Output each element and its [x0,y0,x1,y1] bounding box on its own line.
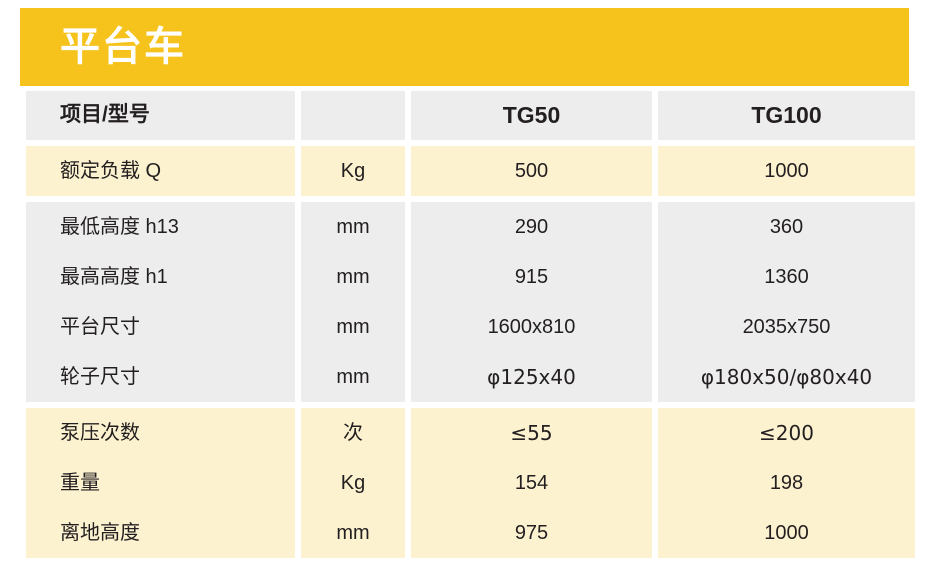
cell-tg100: ≤200 [658,408,915,458]
table-header-row: 项目/型号 TG50 TG100 [26,91,915,140]
spacer-cell [411,140,652,146]
cell-item: 最高高度 h1 [26,252,295,302]
cell-tg50: 1600x810 [411,302,652,352]
cell-tg100: 1000 [658,508,915,558]
cell-item: 平台尺寸 [26,302,295,352]
spacer-cell [658,196,915,202]
cell-unit: Kg [301,458,405,508]
cell-unit: mm [301,202,405,252]
spacer-cell [26,402,295,408]
cell-item: 泵压次数 [26,408,295,458]
spacer-cell [411,402,652,408]
cell-item: 重量 [26,458,295,508]
cell-item: 最低高度 h13 [26,202,295,252]
row-spacer [26,196,915,202]
spacer-cell [658,140,915,146]
table-row: 重量 Kg 154 198 [26,458,915,508]
spacer-cell [658,402,915,408]
spacer-cell [26,196,295,202]
cell-tg50: ≤55 [411,408,652,458]
specifications-table: 项目/型号 TG50 TG100 额定负载 Q Kg 500 1000 [20,91,921,558]
header-cell-unit [301,91,405,140]
row-spacer [26,140,915,146]
cell-unit: mm [301,352,405,402]
table-row: 泵压次数 次 ≤55 ≤200 [26,408,915,458]
table-body: 项目/型号 TG50 TG100 额定负载 Q Kg 500 1000 [26,91,915,558]
cell-tg50: 290 [411,202,652,252]
spacer-cell [26,140,295,146]
cell-tg100: 1360 [658,252,915,302]
cell-item: 额定负载 Q [26,146,295,196]
table-row: 平台尺寸 mm 1600x810 2035x750 [26,302,915,352]
title-banner: 平台车 [20,8,909,86]
header-cell-item: 项目/型号 [26,91,295,140]
cell-tg100: 1000 [658,146,915,196]
table-row: 离地高度 mm 975 1000 [26,508,915,558]
header-cell-tg100: TG100 [658,91,915,140]
cell-unit: Kg [301,146,405,196]
spacer-cell [411,196,652,202]
table-row: 额定负载 Q Kg 500 1000 [26,146,915,196]
cell-tg50: φ125x40 [411,352,652,402]
cell-tg100: 360 [658,202,915,252]
header-cell-tg50: TG50 [411,91,652,140]
cell-unit: 次 [301,408,405,458]
cell-tg50: 500 [411,146,652,196]
cell-tg50: 975 [411,508,652,558]
cell-tg50: 915 [411,252,652,302]
cell-unit: mm [301,252,405,302]
cell-item: 离地高度 [26,508,295,558]
cell-unit: mm [301,508,405,558]
row-spacer [26,402,915,408]
cell-item: 轮子尺寸 [26,352,295,402]
cell-tg50: 154 [411,458,652,508]
table-row: 最低高度 h13 mm 290 360 [26,202,915,252]
cell-tg100: 198 [658,458,915,508]
table-row: 最高高度 h1 mm 915 1360 [26,252,915,302]
table-row: 轮子尺寸 mm φ125x40 φ180x50/φ80x40 [26,352,915,402]
cell-tg100: 2035x750 [658,302,915,352]
cell-unit: mm [301,302,405,352]
spacer-cell [301,140,405,146]
spacer-cell [301,402,405,408]
spacer-cell [301,196,405,202]
cell-tg100: φ180x50/φ80x40 [658,352,915,402]
page-title: 平台车 [60,25,186,69]
